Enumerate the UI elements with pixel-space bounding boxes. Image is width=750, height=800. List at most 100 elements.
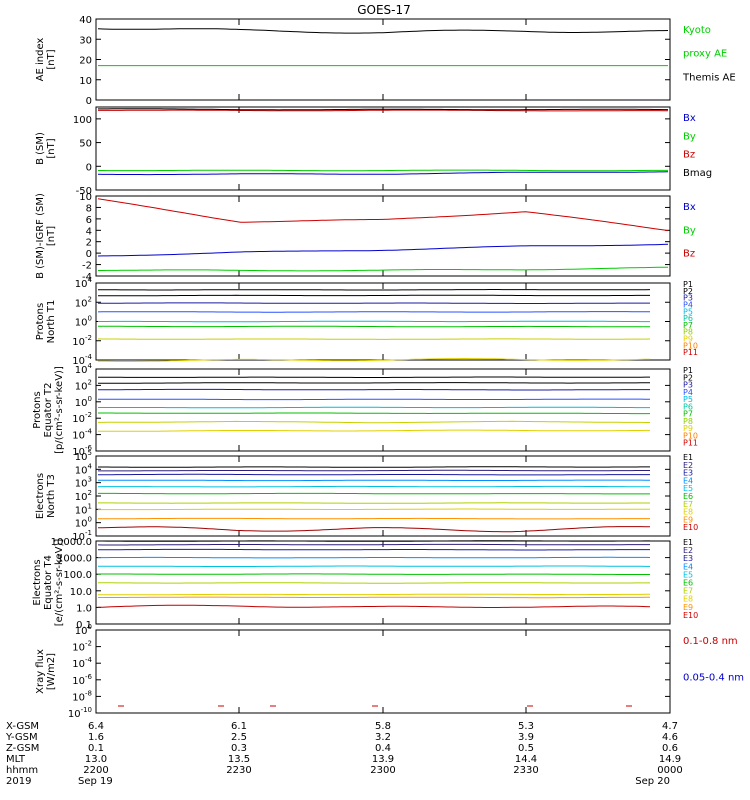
y-tick-label: 10-4: [72, 428, 92, 442]
footer-value: 6.1: [231, 721, 247, 732]
footer-value: 3.9: [518, 732, 534, 743]
footer-value: 0000: [657, 765, 682, 776]
y-tick-label: 100: [75, 315, 92, 329]
legend-e9: E9: [683, 515, 693, 524]
y-axis-label: Electrons: [35, 473, 46, 519]
series-e9: [98, 517, 650, 520]
panel-protons_t2: 10-6 10-4 10-2 100 102 104 Protons Equator T2 [p…: [32, 362, 698, 458]
series-p3: [97, 302, 650, 304]
legend-p1: P1: [683, 366, 693, 375]
legend-p11: P11: [683, 348, 698, 357]
series-e8: [98, 508, 650, 511]
legend-bz: Bz: [683, 249, 695, 260]
y-axis-label: Equator T4: [43, 555, 54, 610]
series-p2: [98, 382, 650, 384]
panel-frame: [95, 106, 671, 191]
footer-value: 1.6: [88, 732, 104, 743]
y-tick-label: 102: [75, 489, 92, 503]
series-p8: [97, 358, 651, 362]
footer-value: 2200: [83, 765, 108, 776]
series-e10: [97, 526, 651, 533]
y-tick-label: 10-4: [72, 353, 92, 367]
legend-e5: E5: [683, 570, 693, 579]
legend-e1: E1: [683, 538, 693, 547]
y-tick-label: 10-2: [72, 640, 92, 654]
y-tick-label: 10: [79, 76, 92, 87]
legend-e8: E8: [683, 595, 693, 604]
series-p5: [98, 406, 650, 409]
y-tick-label: 101: [75, 502, 92, 516]
legend-p3: P3: [683, 294, 693, 303]
panel-electrons_t4: 0.1 1.0 10.0 100.0 1000.0 10000.0 Electrons Equ…: [32, 537, 698, 631]
series-by: [98, 266, 669, 272]
y-tick-label: 10-6: [72, 444, 92, 458]
legend-e3: E3: [683, 554, 693, 563]
y-axis-label: [nT]: [46, 226, 57, 246]
y-tick-label: 2: [86, 238, 92, 249]
y-tick-label: 100.0: [63, 570, 92, 581]
y-axis-label: Electrons: [32, 559, 43, 605]
footer-row-label: Y-GSM: [5, 732, 38, 743]
y-tick-label: 4: [86, 226, 92, 237]
legend-e6: E6: [683, 492, 693, 501]
panel-ae: 0 10 20 30 40 AE index [nT] Kyoto proxy AE Themis…: [35, 15, 736, 107]
panel-frame: [95, 195, 671, 277]
y-axis-label: Protons: [35, 303, 46, 340]
y-tick-label: 1000.0: [57, 554, 92, 565]
series-e3: [98, 473, 650, 476]
legend-p5: P5: [683, 395, 693, 404]
y-tick-label: 104: [75, 362, 93, 376]
legend-p9: P9: [683, 335, 693, 344]
legend-0-1-0-8-nm: 0.1-0.8 nm: [683, 636, 738, 647]
y-axis-label: North T3: [46, 474, 57, 518]
y-tick-label: -4: [82, 272, 92, 283]
legend-p6: P6: [683, 314, 693, 323]
legend-p2: P2: [683, 373, 693, 382]
legend-themis-ae: Themis AE: [682, 72, 736, 83]
y-tick-label: 10: [79, 192, 92, 203]
series-bz: [97, 198, 669, 232]
footer-value: 2330: [513, 765, 538, 776]
legend-e3: E3: [683, 469, 693, 478]
y-tick-label: 10-10: [68, 706, 92, 720]
series-e6: [98, 573, 650, 575]
y-tick-label: 10-2: [72, 411, 92, 425]
footer-value: 0.5: [518, 743, 534, 754]
legend-p5: P5: [683, 307, 693, 316]
y-tick-label: 104: [75, 462, 93, 476]
y-tick-label: 105: [75, 449, 92, 463]
y-axis-label: [nT]: [46, 49, 57, 69]
legend-bz: Bz: [683, 150, 695, 161]
legend-bmag: Bmag: [683, 168, 712, 179]
y-tick-label: 0: [86, 162, 92, 173]
y-tick-label: 20: [79, 56, 92, 67]
series-p1: [97, 289, 651, 291]
series-e2: [97, 543, 650, 546]
footer-table: X-GSMY-GSMZ-GSMMLThhmm20196.41.60.113.02…: [5, 721, 683, 787]
y-axis-label: Xray flux: [35, 649, 46, 694]
footer-value: 5.3: [518, 721, 534, 732]
y-axis-label: B (SM)-IGRF (SM): [35, 193, 46, 279]
series-e4: [98, 479, 650, 482]
series-p7: [98, 420, 650, 424]
panel-frame: [95, 18, 671, 101]
legend-by: By: [683, 131, 696, 142]
y-axis-label: [nT]: [46, 138, 57, 158]
legend-p8: P8: [683, 417, 693, 426]
y-axis-label: [e/(cm²-s-sr-keV)]: [54, 539, 65, 627]
series-p6: [98, 412, 650, 415]
series-e1: [98, 466, 650, 468]
legend-p7: P7: [683, 410, 693, 419]
footer-row-label: Z-GSM: [6, 743, 39, 754]
series-p6: [98, 325, 650, 328]
footer-value: 0.1: [88, 743, 104, 754]
y-tick-label: 10-8: [72, 689, 92, 703]
y-tick-label: 10-1: [72, 529, 92, 543]
footer-row-label: X-GSM: [6, 721, 39, 732]
series-bz: [98, 109, 668, 112]
series-e10: [97, 604, 651, 608]
series-p7: [97, 338, 651, 340]
y-tick-label: 10-4: [72, 656, 92, 670]
footer-value: 0.3: [231, 743, 247, 754]
